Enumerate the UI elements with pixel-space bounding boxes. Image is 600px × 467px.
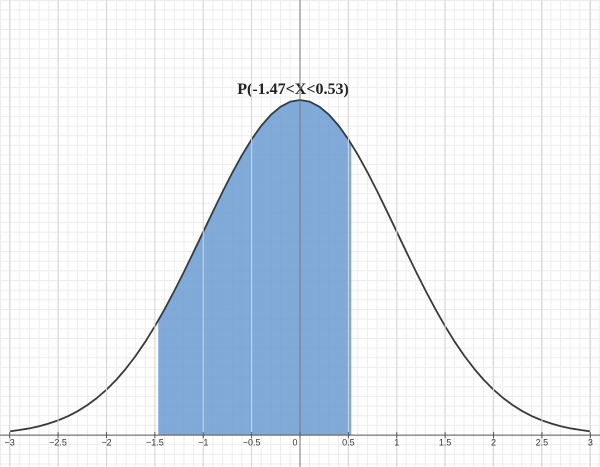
x-tick-label: −1.5 [146, 437, 164, 447]
x-tick-label: 1 [394, 437, 399, 447]
x-tick-label: −1 [198, 437, 208, 447]
x-tick-label: 0 [292, 437, 297, 447]
chart-title: P(-1.47<X<0.53) [237, 81, 349, 98]
x-tick-label: 3 [588, 437, 593, 447]
x-tick-label: 2.5 [536, 437, 549, 447]
x-tick-label: −2 [101, 437, 111, 447]
x-tick-label: −0.5 [243, 437, 261, 447]
x-tick-label: 2 [491, 437, 496, 447]
x-tick-label: −2.5 [49, 437, 67, 447]
shaded-area [157, 100, 352, 436]
x-tick-label: 1.5 [439, 437, 452, 447]
x-tick-label: 0.5 [342, 437, 355, 447]
x-tick-label: −3 [5, 437, 15, 447]
